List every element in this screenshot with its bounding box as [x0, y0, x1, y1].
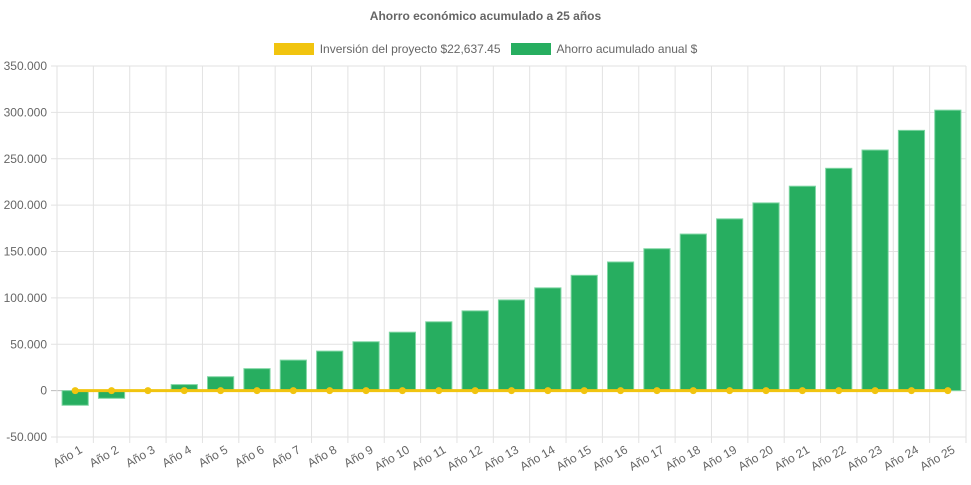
bar-9 — [352, 341, 380, 392]
chart-title: Ahorro económico acumulado a 25 años — [369, 9, 602, 23]
x-tick-label: Año 24 — [881, 442, 921, 473]
y-tick-label: 200.000 — [4, 198, 48, 212]
bar-11 — [425, 321, 453, 392]
x-tick-label: Año 6 — [232, 442, 266, 470]
inversion-point-15 — [580, 387, 588, 395]
bar-25 — [934, 109, 962, 392]
bar-23 — [861, 149, 889, 392]
y-tick-label: -50.000 — [6, 430, 47, 444]
inversion-point-6 — [253, 387, 261, 395]
inversion-point-3 — [144, 387, 152, 395]
legend-label-inversion: Inversión del proyecto $22,637.45 — [319, 42, 501, 56]
x-tick-label: Año 22 — [808, 442, 848, 473]
inversion-point-7 — [289, 387, 297, 395]
x-tick-label: Año 14 — [517, 442, 557, 473]
inversion-point-4 — [180, 387, 188, 395]
bar-18 — [679, 233, 707, 392]
inversion-point-19 — [726, 387, 734, 395]
bar-10 — [388, 331, 417, 392]
x-tick-label: Año 21 — [772, 442, 812, 473]
inversion-point-1 — [71, 387, 79, 395]
x-tick-label: Año 15 — [554, 442, 594, 473]
inversion-point-17 — [653, 387, 661, 395]
x-tick-label: Año 25 — [917, 442, 957, 473]
x-tick-label: Año 11 — [409, 442, 448, 473]
x-tick-label: Año 20 — [736, 442, 776, 473]
y-tick-label: 50.000 — [10, 337, 47, 351]
inversion-point-22 — [835, 387, 843, 395]
bar-14 — [534, 287, 562, 392]
y-tick-label: 250.000 — [4, 152, 48, 166]
legend-swatch-inversion — [273, 43, 314, 55]
legend: Inversión del proyecto $22,637.45 Ahorro… — [0, 42, 971, 56]
x-tick-label: Año 5 — [196, 442, 230, 470]
bar-22 — [825, 167, 853, 392]
bar-21 — [788, 185, 816, 392]
legend-swatch-ahorro — [510, 43, 551, 55]
x-tick-label: Año 12 — [445, 442, 485, 473]
inversion-point-8 — [326, 387, 334, 395]
x-tick-label: Año 13 — [481, 442, 521, 473]
bar-7 — [279, 359, 307, 392]
y-tick-label: 0 — [40, 384, 47, 398]
bar-13 — [497, 299, 526, 392]
bar-24 — [897, 129, 926, 392]
y-tick-label: 350.000 — [4, 59, 48, 73]
inversion-point-11 — [435, 387, 443, 395]
legend-item-ahorro[interactable]: Ahorro acumulado anual $ — [510, 42, 698, 56]
bar-8 — [316, 350, 344, 392]
legend-label-ahorro: Ahorro acumulado anual $ — [556, 42, 698, 56]
legend-item-inversion[interactable]: Inversión del proyecto $22,637.45 — [273, 42, 501, 56]
x-tick-label: Año 17 — [626, 442, 666, 473]
y-tick-label: 150.000 — [4, 245, 48, 259]
inversion-point-25 — [944, 387, 952, 395]
bar-12 — [461, 310, 489, 392]
bar-15 — [570, 274, 598, 392]
inversion-point-24 — [907, 387, 915, 395]
inversion-point-10 — [398, 387, 406, 395]
bar-19 — [716, 218, 744, 392]
bar-16 — [606, 261, 635, 392]
bar-20 — [752, 202, 780, 392]
x-tick-label: Año 4 — [160, 442, 194, 470]
inversion-point-14 — [544, 387, 552, 395]
y-tick-label: 300.000 — [4, 105, 48, 119]
x-tick-label: Año 1 — [51, 442, 85, 470]
x-tick-label: Año 9 — [341, 442, 375, 470]
bar-17 — [643, 248, 671, 392]
inversion-point-21 — [798, 387, 806, 395]
x-tick-label: Año 16 — [590, 442, 630, 473]
x-tick-label: Año 7 — [269, 442, 303, 470]
x-tick-label: Año 3 — [123, 442, 157, 470]
inversion-point-9 — [362, 387, 370, 395]
x-tick-label: Año 10 — [372, 442, 412, 473]
x-tick-label: Año 8 — [305, 442, 339, 470]
x-tick-label: Año 18 — [663, 442, 703, 473]
inversion-point-2 — [108, 387, 116, 395]
inversion-point-16 — [617, 387, 625, 395]
x-tick-label: Año 23 — [845, 442, 885, 473]
x-tick-label: Año 2 — [87, 442, 121, 470]
inversion-point-13 — [508, 387, 515, 395]
inversion-point-5 — [217, 387, 225, 395]
x-tick-label: Año 19 — [699, 442, 739, 473]
y-tick-label: 100.000 — [4, 291, 48, 305]
inversion-point-18 — [689, 387, 697, 395]
inversion-point-20 — [762, 387, 770, 395]
inversion-point-12 — [471, 387, 479, 395]
inversion-point-23 — [871, 387, 879, 395]
